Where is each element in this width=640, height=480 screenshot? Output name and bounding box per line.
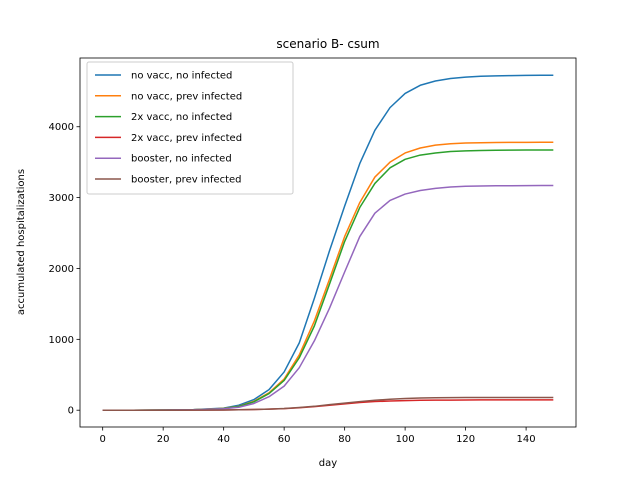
legend-box (86, 61, 294, 195)
y-axis-ticks: 0 1000 2000 3000 4000 (49, 122, 80, 417)
x-tick-label: 40 (217, 434, 230, 445)
plot-frame (79, 57, 577, 428)
series-lines (102, 74, 554, 411)
y-tick-label: 3000 (49, 193, 74, 204)
legend-label-4: booster, no infected (131, 154, 232, 165)
legend-label-3: 2x vacc, prev infected (131, 133, 242, 144)
x-tick-label: 140 (517, 434, 536, 445)
x-tick-label: 0 (99, 434, 105, 445)
series-line-4 (102, 184, 554, 411)
x-axis-ticks: 0 20 40 60 80 100 120 140 (99, 427, 536, 445)
legend: no vacc, no infected no vacc, prev infect… (86, 61, 294, 195)
x-tick-label: 100 (396, 434, 415, 445)
x-tick-label: 60 (278, 434, 291, 445)
legend-label-5: booster, prev infected (131, 175, 242, 186)
legend-label-1: no vacc, prev infected (131, 91, 242, 102)
legend-label-2: 2x vacc, no infected (131, 112, 232, 123)
x-tick-label: 20 (157, 434, 170, 445)
y-tick-label: 0 (68, 406, 74, 417)
x-axis-label: day (319, 458, 337, 469)
x-tick-label: 120 (456, 434, 475, 445)
chart-title: scenario B- csum (276, 37, 379, 51)
y-tick-label: 2000 (49, 264, 74, 275)
x-tick-label: 80 (338, 434, 351, 445)
series-line-5 (102, 396, 554, 411)
legend-label-0: no vacc, no infected (131, 71, 232, 82)
y-tick-label: 4000 (49, 122, 74, 133)
y-axis-label: accumulated hospitalizations (16, 169, 27, 315)
y-tick-label: 1000 (49, 335, 74, 346)
